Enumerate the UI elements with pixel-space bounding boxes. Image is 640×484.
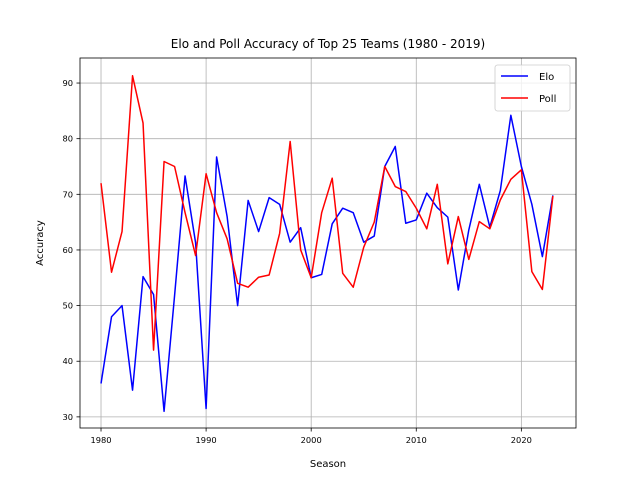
plot-frame	[79, 57, 577, 429]
x-tick-label: 1980	[90, 435, 111, 445]
y-tick-label: 40	[62, 356, 73, 366]
y-tick-label: 60	[62, 245, 73, 255]
x-tick-label: 2000	[301, 435, 322, 445]
legend: Elo Poll	[494, 64, 571, 112]
x-tick-label: 2020	[511, 435, 532, 445]
x-tick-label: 2010	[406, 435, 427, 445]
series-line-elo	[100, 114, 554, 413]
y-tick-label: 80	[62, 134, 73, 144]
x-tick-label: 1990	[196, 435, 217, 445]
y-axis-label: Accuracy	[35, 220, 46, 266]
axis-ticks: 1980 1990 2000 2010 2020 30 40 50 60 70 80 90	[62, 78, 531, 445]
legend-box	[494, 64, 571, 112]
y-tick-label: 50	[62, 301, 73, 311]
y-tick-label: 90	[62, 78, 73, 88]
y-tick-label: 70	[62, 189, 73, 199]
series-lines	[100, 75, 554, 413]
x-axis-label: Season	[310, 459, 346, 470]
legend-label-poll: Poll	[539, 94, 556, 105]
series-line-poll	[100, 75, 554, 351]
legend-label-elo: Elo	[539, 72, 554, 83]
y-tick-label: 30	[62, 412, 73, 422]
chart-title: Elo and Poll Accuracy of Top 25 Teams (1…	[171, 37, 485, 51]
